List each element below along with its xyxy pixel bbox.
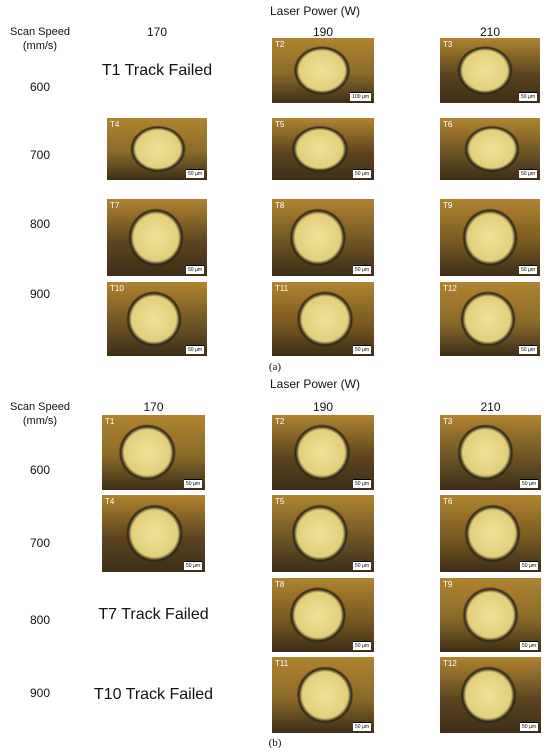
micrograph: T2 50 µm — [272, 415, 374, 490]
row-label: 700 — [29, 536, 51, 550]
row-label: 800 — [29, 613, 51, 627]
micrograph: T4 50 µm — [107, 118, 207, 180]
track-label: T6 — [443, 497, 453, 506]
micrograph: T11 50 µm — [272, 282, 374, 356]
row-label: 800 — [29, 217, 51, 231]
scale-bar: 50 µm — [353, 479, 371, 488]
micrograph: T4 50 µm — [102, 495, 205, 572]
track-label: T12 — [443, 659, 457, 668]
scale-bar: 50 µm — [353, 722, 371, 731]
track-label: T4 — [105, 497, 115, 506]
panel-caption: (b) — [268, 737, 282, 749]
row-label: 900 — [29, 686, 51, 700]
failed-label: T1 Track Failed — [101, 61, 213, 79]
scale-bar: 50 µm — [353, 641, 371, 650]
scale-bar: 50 µm — [519, 265, 537, 274]
column-group-header: Laser Power (W) — [269, 377, 361, 391]
micrograph: T1 50 µm — [102, 415, 205, 490]
micrograph: T5 50 µm — [272, 495, 374, 572]
track-label: T6 — [443, 120, 453, 129]
micrograph: T6 50 µm — [440, 495, 541, 572]
row-group-header: Scan Speed (mm/s) — [10, 26, 70, 52]
row-label: 900 — [29, 287, 51, 301]
micrograph: T12 50 µm — [440, 282, 540, 356]
track-label: T7 — [110, 201, 120, 210]
micrograph: T9 50 µm — [440, 199, 540, 276]
track-label: T11 — [275, 659, 289, 668]
micrograph: T9 50 µm — [440, 578, 541, 652]
track-label: T12 — [443, 284, 457, 293]
scale-bar: 50 µm — [353, 345, 371, 354]
scale-bar: 50 µm — [520, 561, 538, 570]
scale-bar: 50 µm — [186, 265, 204, 274]
track-label: T2 — [275, 40, 285, 49]
column-group-header: Laser Power (W) — [269, 4, 361, 18]
panel-caption: (a) — [268, 361, 282, 373]
micrograph: T3 50 µm — [440, 38, 540, 103]
micrograph: T8 50 µm — [272, 199, 374, 276]
row-label: 600 — [29, 463, 51, 477]
micrograph: T10 50 µm — [107, 282, 207, 356]
micrograph: T7 50 µm — [107, 199, 207, 276]
scale-bar: 50 µm — [184, 479, 202, 488]
track-label: T4 — [110, 120, 120, 129]
column-header: 170 — [146, 25, 168, 39]
micrograph: T3 50 µm — [440, 415, 541, 490]
track-label: T11 — [275, 284, 289, 293]
scale-bar: 50 µm — [519, 92, 537, 101]
row-label: 600 — [29, 80, 51, 94]
scale-bar: 50 µm — [520, 641, 538, 650]
track-label: T9 — [443, 580, 453, 589]
scale-bar: 50 µm — [520, 722, 538, 731]
track-label: T2 — [275, 417, 285, 426]
column-header: 190 — [312, 400, 334, 414]
scale-bar: 50 µm — [353, 561, 371, 570]
micrograph: T11 50 µm — [272, 657, 374, 733]
track-label: T9 — [443, 201, 453, 210]
scale-bar: 50 µm — [520, 479, 538, 488]
scale-bar: 50 µm — [519, 345, 537, 354]
column-header: 170 — [143, 400, 164, 414]
scale-bar: 50 µm — [186, 345, 204, 354]
scale-bar: 50 µm — [186, 169, 204, 178]
micrograph: T12 50 µm — [440, 657, 541, 733]
micrograph: T8 50 µm — [272, 578, 374, 652]
track-label: T5 — [275, 120, 285, 129]
scale-bar: 50 µm — [353, 169, 371, 178]
scale-bar: 50 µm — [353, 265, 371, 274]
micrograph: T6 50 µm — [440, 118, 540, 180]
track-label: T8 — [275, 201, 285, 210]
scale-bar: 50 µm — [519, 169, 537, 178]
track-label: T5 — [275, 497, 285, 506]
column-header: 210 — [479, 25, 501, 39]
scale-bar: 100 µm — [350, 92, 371, 101]
row-group-header: Scan Speed (mm/s) — [10, 401, 70, 427]
micrograph: T2 100 µm — [272, 38, 374, 103]
track-label: T1 — [105, 417, 115, 426]
micrograph: T5 50 µm — [272, 118, 374, 180]
track-label: T10 — [110, 284, 124, 293]
failed-label: T10 Track Failed — [93, 686, 214, 703]
column-header: 210 — [480, 400, 501, 414]
scale-bar: 50 µm — [184, 561, 202, 570]
row-label: 700 — [29, 148, 51, 162]
track-label: T8 — [275, 580, 285, 589]
failed-label: T7 Track Failed — [98, 606, 209, 623]
track-label: T3 — [443, 417, 453, 426]
column-header: 190 — [312, 25, 334, 39]
track-label: T3 — [443, 40, 453, 49]
